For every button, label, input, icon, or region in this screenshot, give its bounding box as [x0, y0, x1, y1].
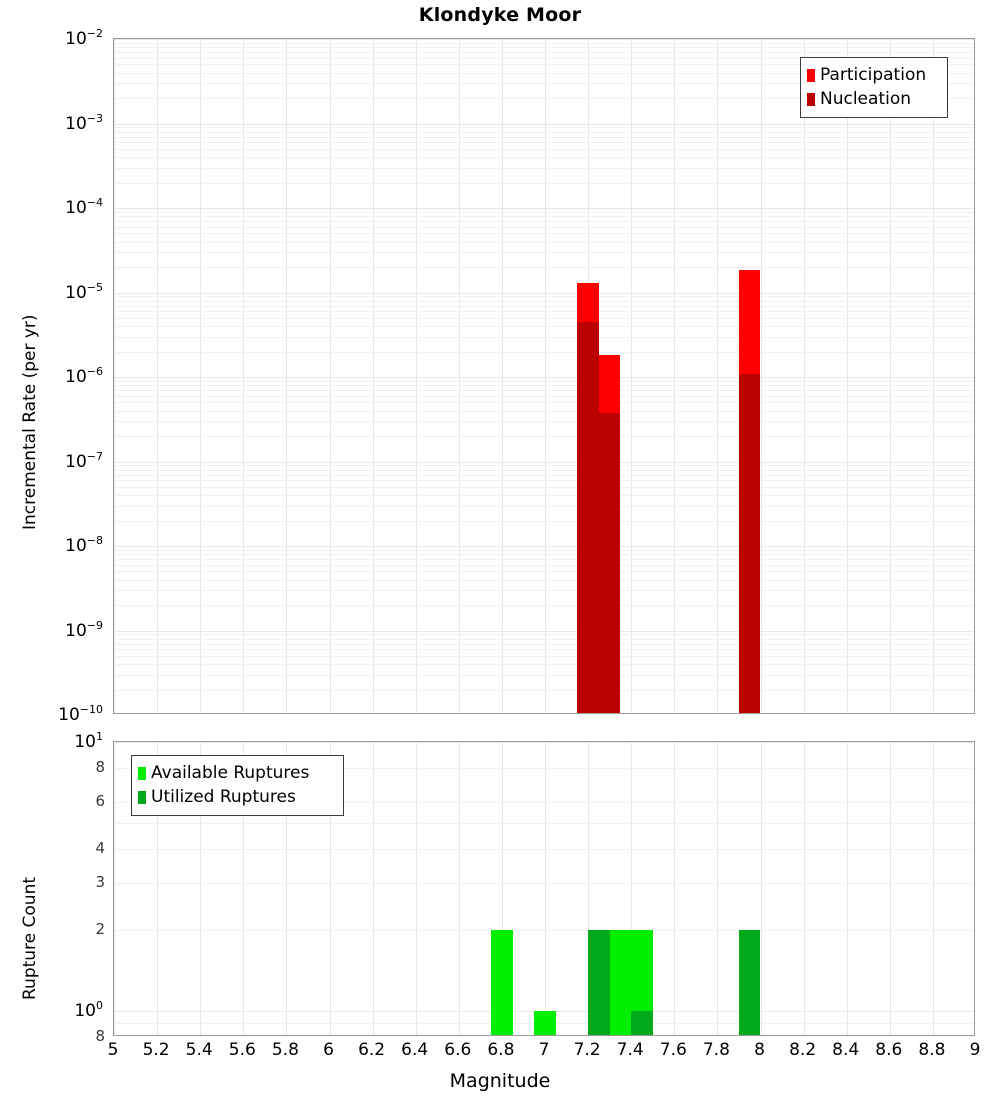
- y-tick-label-minor: 4: [0, 839, 105, 857]
- y-tick-label: 10−7: [0, 450, 103, 472]
- nucleation-bar: [577, 322, 599, 713]
- y-tick-label: 101: [0, 730, 103, 752]
- utilized-ruptures-bar: [739, 930, 761, 1035]
- legend-label: Participation: [820, 67, 926, 84]
- y-tick-label: 10−10: [0, 703, 103, 725]
- top-y-axis-label: Incremental Rate (per yr): [20, 314, 40, 530]
- y-tick-label: 10−3: [0, 112, 103, 134]
- available-ruptures-bar: [491, 930, 513, 1035]
- y-tick-label-minor: 6: [0, 792, 105, 810]
- legend-label: Nucleation: [820, 91, 911, 108]
- y-tick-label-minor: 8: [0, 758, 105, 776]
- chart-title: Klondyke Moor: [0, 4, 1000, 26]
- available-ruptures-bar: [534, 1011, 556, 1035]
- bottom-legend: Available Ruptures Utilized Ruptures: [131, 755, 344, 816]
- nucleation-bar: [599, 413, 621, 713]
- y-tick-label-minor: 3: [0, 873, 105, 891]
- top-bars: [114, 39, 974, 713]
- available-ruptures-bar: [610, 930, 632, 1035]
- legend-item-nucleation: Nucleation: [807, 87, 940, 111]
- y-tick-label: 10−4: [0, 196, 103, 218]
- y-tick-label: 10−9: [0, 619, 103, 641]
- y-tick-label: 10−8: [0, 534, 103, 556]
- nucleation-bar: [739, 374, 761, 714]
- utilized-ruptures-bar: [631, 1011, 653, 1035]
- y-tick-label: 10−2: [0, 27, 103, 49]
- x-axis-label: Magnitude: [0, 1070, 1000, 1092]
- nucleation-swatch: [807, 93, 815, 106]
- legend-item-utilized-ruptures: Utilized Ruptures: [138, 785, 336, 809]
- y-tick-label: 10−5: [0, 281, 103, 303]
- legend-label: Utilized Ruptures: [151, 789, 296, 806]
- legend-item-participation: Participation: [807, 63, 940, 87]
- legend-item-available-ruptures: Available Ruptures: [138, 761, 336, 785]
- y-tick-label-minor: 2: [0, 920, 105, 938]
- incremental-rate-plot: [113, 38, 975, 714]
- x-tick-label: 9: [945, 1040, 1000, 1060]
- participation-swatch: [807, 69, 815, 82]
- top-legend: Participation Nucleation: [800, 57, 948, 118]
- y-tick-label: 10−6: [0, 365, 103, 387]
- bottom-y-axis-label: Rupture Count: [20, 877, 40, 1000]
- available-ruptures-swatch: [138, 767, 146, 780]
- figure: Klondyke Moor 10−2 10−3 10−4 10−5 10−6 10−7 10…: [0, 0, 1000, 1100]
- legend-label: Available Ruptures: [151, 765, 309, 782]
- utilized-ruptures-swatch: [138, 791, 146, 804]
- y-tick-label: 100: [0, 999, 103, 1021]
- utilized-ruptures-bar: [588, 930, 610, 1035]
